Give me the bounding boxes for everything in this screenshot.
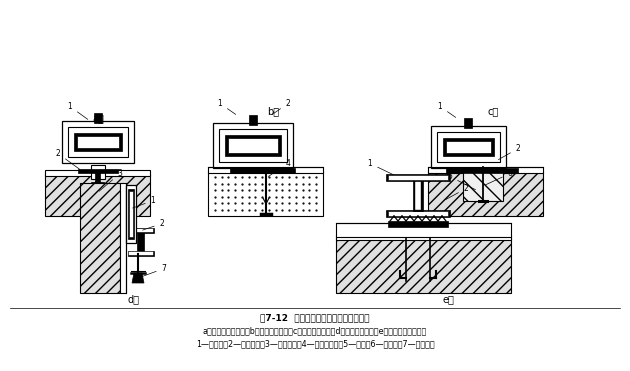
Bar [213,123,293,168]
Bar [388,221,448,227]
Bar [129,191,133,237]
Text: a）: a） [92,113,104,123]
Bar [388,175,448,180]
Text: 1: 1 [368,159,394,175]
Bar [336,238,511,293]
Bar [120,183,126,293]
Text: 2: 2 [272,99,290,114]
Text: 1: 1 [132,196,156,208]
Text: 1: 1 [438,102,455,117]
Bar [228,138,278,153]
Bar [128,251,154,256]
Text: 2: 2 [498,144,520,160]
Bar [230,168,295,173]
Bar [431,126,506,168]
Text: 6: 6 [486,169,512,185]
Text: 7: 7 [140,264,166,277]
Bar [95,170,100,188]
Bar [336,235,511,240]
Text: 1: 1 [67,102,88,119]
Text: 2: 2 [142,219,164,230]
Bar [129,252,153,255]
Bar [129,229,153,232]
Bar [80,183,120,293]
Bar [463,171,503,201]
Text: e）: e） [442,294,454,304]
Bar [91,182,104,185]
Text: 4: 4 [268,159,290,177]
Text: 1: 1 [217,99,236,114]
Bar [443,138,494,156]
Bar [446,168,518,173]
Bar [208,167,323,173]
Bar [128,228,154,233]
Bar [415,180,421,210]
Bar [336,223,511,237]
Text: 图7-12  铝合金门窗框与墙体的连接方式: 图7-12 铝合金门窗框与墙体的连接方式 [260,313,370,322]
Text: a）预留洞燕尾铁脚；b）射钉连接方式；c）预埋木砖连接；d）膨胀螺钉连接；e）预埋铁件焊接连接: a）预留洞燕尾铁脚；b）射钉连接方式；c）预埋木砖连接；d）膨胀螺钉连接；e）预… [203,326,427,335]
Text: 3: 3 [99,169,122,191]
Bar [45,174,150,216]
Polygon shape [91,188,104,196]
Bar [62,121,134,163]
Text: c）: c） [488,106,498,116]
Bar [464,118,472,128]
Bar [68,127,128,157]
Bar [91,165,105,179]
Bar [386,210,450,217]
Text: 2: 2 [445,184,468,200]
Bar [413,179,423,211]
Bar [386,174,450,181]
Bar [219,129,287,162]
Polygon shape [132,273,144,283]
Bar [128,189,134,239]
Text: 5: 5 [447,172,476,190]
Bar [126,185,136,243]
Bar [137,228,144,253]
Bar [208,171,323,216]
Bar [74,133,122,151]
Bar [437,132,500,162]
Text: d）: d） [127,294,139,304]
Text: 1—门窗框；2—连接铁件；3—燕尾铁脚；4—射（钢）钉；5—木砖；6—木螺钉；7—膨胀螺钉: 1—门窗框；2—连接铁件；3—燕尾铁脚；4—射（钢）钉；5—木砖；6—木螺钉；7… [196,339,434,348]
Text: b）: b） [267,106,279,116]
Bar [249,115,257,125]
Text: 2: 2 [55,149,80,170]
Bar [428,171,543,216]
Bar [225,135,281,156]
Bar [45,170,150,176]
Bar [388,211,448,216]
Bar [428,167,543,173]
Bar [77,136,119,148]
Bar [94,113,102,123]
Bar [446,141,491,153]
Bar [78,169,118,173]
